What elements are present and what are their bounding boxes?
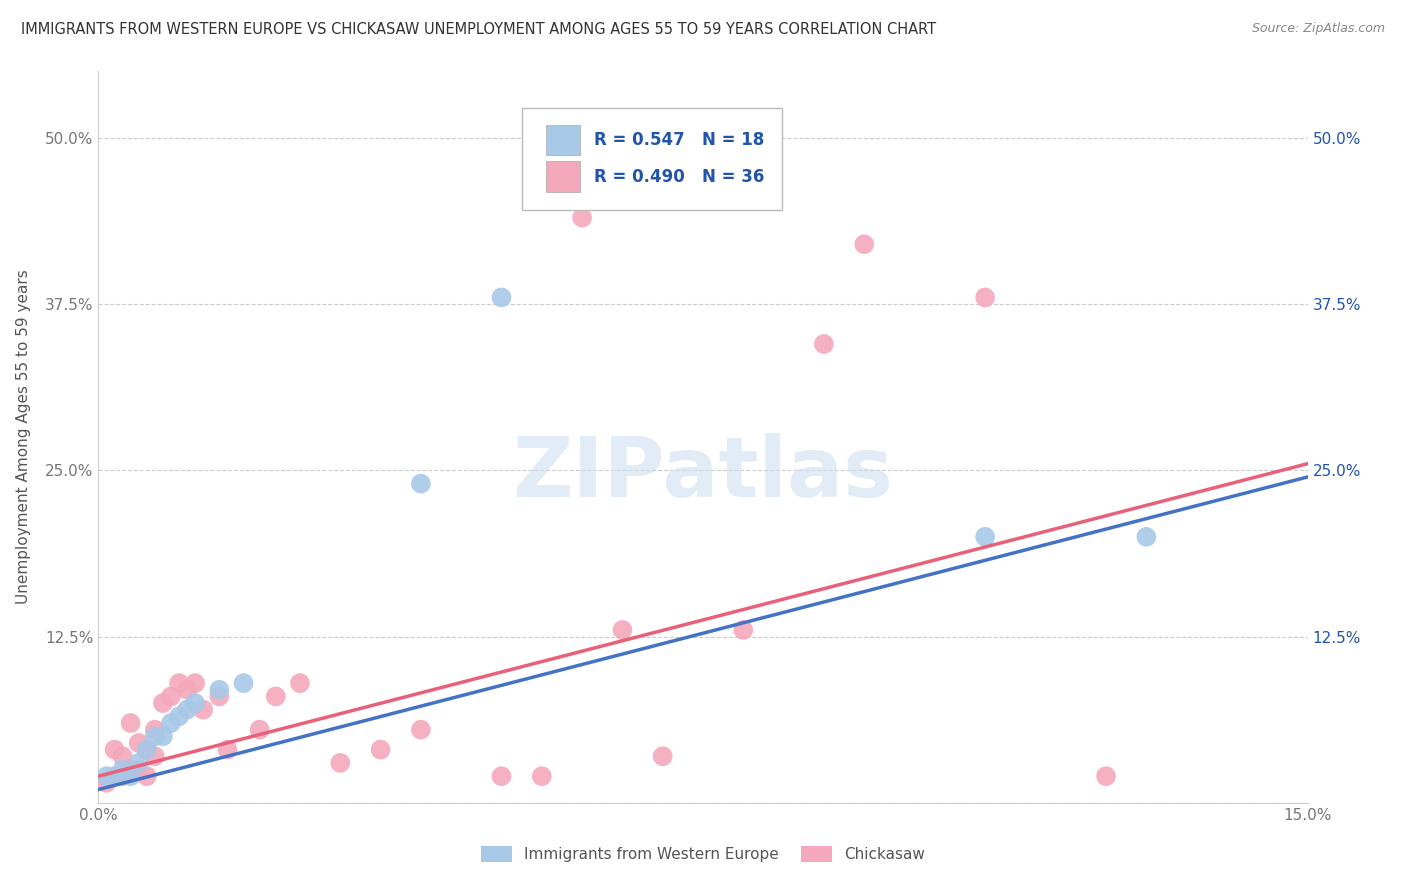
Point [120,716,142,731]
Point [176,682,198,697]
Point [491,290,513,304]
Point [813,337,835,351]
Point [409,723,432,737]
Point [152,696,174,710]
Point [329,756,352,770]
Point [1095,769,1118,783]
Point [184,676,207,690]
Point [208,682,231,697]
FancyBboxPatch shape [522,108,782,211]
Point [208,690,231,704]
Point [103,769,125,783]
Point [152,729,174,743]
Text: ZIPatlas: ZIPatlas [513,434,893,514]
Point [128,763,150,777]
Point [167,709,190,723]
Text: Source: ZipAtlas.com: Source: ZipAtlas.com [1251,22,1385,36]
Text: R = 0.547   N = 18: R = 0.547 N = 18 [595,131,765,149]
Point [264,690,287,704]
FancyBboxPatch shape [546,125,579,155]
Point [176,703,198,717]
Point [571,211,593,225]
Text: IMMIGRANTS FROM WESTERN EUROPE VS CHICKASAW UNEMPLOYMENT AMONG AGES 55 TO 59 YEA: IMMIGRANTS FROM WESTERN EUROPE VS CHICKA… [21,22,936,37]
Point [135,742,157,756]
Point [530,769,553,783]
Point [974,530,997,544]
Point [143,729,166,743]
Point [160,716,183,731]
Point [111,763,134,777]
Point [733,623,755,637]
Point [232,676,254,690]
Point [193,703,215,717]
Point [853,237,876,252]
Point [1135,530,1157,544]
Point [160,690,183,704]
Point [409,476,432,491]
Point [111,749,134,764]
Point [612,623,634,637]
Y-axis label: Unemployment Among Ages 55 to 59 years: Unemployment Among Ages 55 to 59 years [17,269,31,605]
Point [103,742,125,756]
Point [143,749,166,764]
Point [128,736,150,750]
Point [249,723,271,737]
Point [135,769,157,783]
Point [288,676,311,690]
Point [974,290,997,304]
Point [184,696,207,710]
Point [167,676,190,690]
Point [135,742,157,756]
Text: R = 0.490   N = 36: R = 0.490 N = 36 [595,168,765,186]
Point [651,749,673,764]
Point [143,723,166,737]
Point [120,763,142,777]
Point [128,756,150,770]
Point [491,769,513,783]
Point [370,742,392,756]
Point [96,769,118,783]
Point [217,742,239,756]
Point [96,776,118,790]
Legend: Immigrants from Western Europe, Chickasaw: Immigrants from Western Europe, Chickasa… [475,840,931,868]
Point [120,769,142,783]
Point [111,769,134,783]
FancyBboxPatch shape [546,161,579,192]
